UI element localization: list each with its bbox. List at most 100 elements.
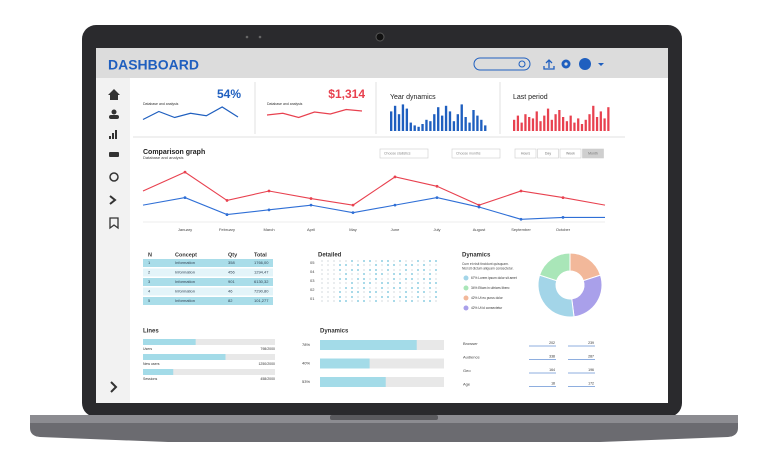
- detail-dot: [387, 269, 389, 271]
- period-button[interactable]: [514, 148, 537, 159]
- detail-dot: [435, 287, 437, 289]
- bar-track: [320, 358, 444, 369]
- detail-dot: [417, 300, 419, 302]
- legend-label: 42% Ut id consectetur: [471, 306, 503, 310]
- detail-dot: [333, 260, 335, 262]
- series-point: [309, 203, 313, 207]
- upload-icon[interactable]: [543, 59, 555, 70]
- table-cell: Information: [175, 289, 195, 294]
- camera: [375, 32, 385, 42]
- month-label: April: [307, 227, 315, 232]
- bar: [320, 377, 386, 387]
- detail-dot: [423, 273, 425, 275]
- dynamics-description: Cum et nisit tincidunt quisquam.: [462, 262, 509, 266]
- dropdown[interactable]: [379, 148, 429, 159]
- comparison-title: Comparison graph: [143, 149, 205, 156]
- table-cell: 6130,32: [254, 279, 269, 284]
- detail-dot: [327, 273, 329, 275]
- mini-bar: [546, 108, 550, 131]
- detail-dot: [375, 269, 377, 271]
- table-cell: 358: [228, 260, 235, 265]
- detail-dot: [375, 278, 377, 280]
- mini-bar: [437, 107, 440, 131]
- sensor: [245, 35, 249, 39]
- progress-value: 458/2000: [260, 377, 275, 381]
- legend-dot: [463, 295, 469, 301]
- detail-dot: [321, 291, 323, 293]
- bookmark-icon[interactable]: [109, 217, 119, 230]
- detail-dot: [393, 278, 395, 280]
- detail-dot: [375, 260, 377, 262]
- series-point: [225, 199, 229, 202]
- detail-dot: [369, 282, 371, 284]
- stats-icon[interactable]: [109, 130, 117, 139]
- table-cell: Information: [175, 260, 195, 265]
- sidebar: [96, 78, 130, 403]
- detail-dot: [381, 291, 383, 293]
- header-bar: [96, 48, 668, 78]
- period-button[interactable]: [582, 148, 604, 159]
- detail-dot: [411, 282, 413, 284]
- search-box[interactable]: [473, 57, 531, 71]
- progress-track: [143, 339, 275, 345]
- detail-dot: [381, 260, 383, 262]
- dynamics-title: Dynamics: [462, 253, 491, 259]
- month-label: July: [433, 227, 440, 232]
- mini-bar: [513, 119, 516, 131]
- progress-label: Users: [143, 347, 152, 351]
- detail-dot: [381, 287, 383, 289]
- mini-bar: [528, 117, 531, 131]
- table-cell: 1294,47: [254, 270, 269, 275]
- user-nav-icon[interactable]: [111, 109, 117, 115]
- detail-dot: [423, 269, 425, 271]
- detail-dot: [357, 287, 359, 289]
- detail-dot: [321, 287, 323, 289]
- series-point: [225, 213, 229, 216]
- detail-dot: [333, 300, 335, 302]
- detail-dot: [333, 296, 335, 298]
- stat-label: Browser: [463, 341, 478, 346]
- dropdown-arrow[interactable]: [598, 63, 604, 66]
- stat-value: 172: [588, 381, 594, 385]
- home-icon[interactable]: [108, 89, 120, 100]
- dropdown[interactable]: [451, 148, 501, 159]
- detail-dot: [327, 300, 329, 302]
- user-icon[interactable]: [579, 58, 591, 70]
- detail-dot: [375, 287, 377, 289]
- detail-dot: [435, 300, 437, 302]
- detail-dot: [339, 282, 341, 284]
- series-point: [267, 189, 271, 193]
- detail-dot: [327, 291, 329, 293]
- detail-dot: [393, 264, 395, 266]
- mini-bar: [413, 125, 416, 131]
- table-cell: 1: [148, 260, 151, 265]
- table-header: Qty: [228, 252, 238, 258]
- dropdown-label: Choose months: [456, 151, 481, 155]
- detail-dot: [387, 287, 389, 289]
- stat-value: 338: [549, 354, 555, 358]
- stat-value: 202: [549, 341, 555, 345]
- period-button[interactable]: [537, 148, 559, 159]
- mini-bar: [550, 119, 553, 131]
- mini-bar: [417, 126, 420, 131]
- detail-dot: [405, 296, 407, 298]
- detail-dot: [429, 300, 431, 302]
- period-button[interactable]: [559, 148, 582, 159]
- detail-dot: [387, 300, 389, 302]
- table-cell: 82: [228, 298, 233, 303]
- mini-bar: [554, 114, 557, 131]
- mini-bar: [569, 115, 572, 131]
- detailed-row-label: 02: [310, 287, 315, 292]
- clock-icon[interactable]: [109, 172, 119, 182]
- detail-dot: [399, 269, 401, 271]
- table-cell: 7290,80: [254, 289, 269, 294]
- message-icon[interactable]: [109, 152, 119, 157]
- mini-bar: [565, 121, 569, 131]
- expand-icon[interactable]: [110, 381, 118, 393]
- detail-dot: [405, 273, 407, 275]
- period-label: Week: [566, 151, 575, 155]
- arrow-icon[interactable]: [109, 195, 117, 205]
- table-cell: 456: [228, 270, 235, 275]
- mini-bar: [584, 119, 587, 131]
- detail-dot: [369, 269, 371, 271]
